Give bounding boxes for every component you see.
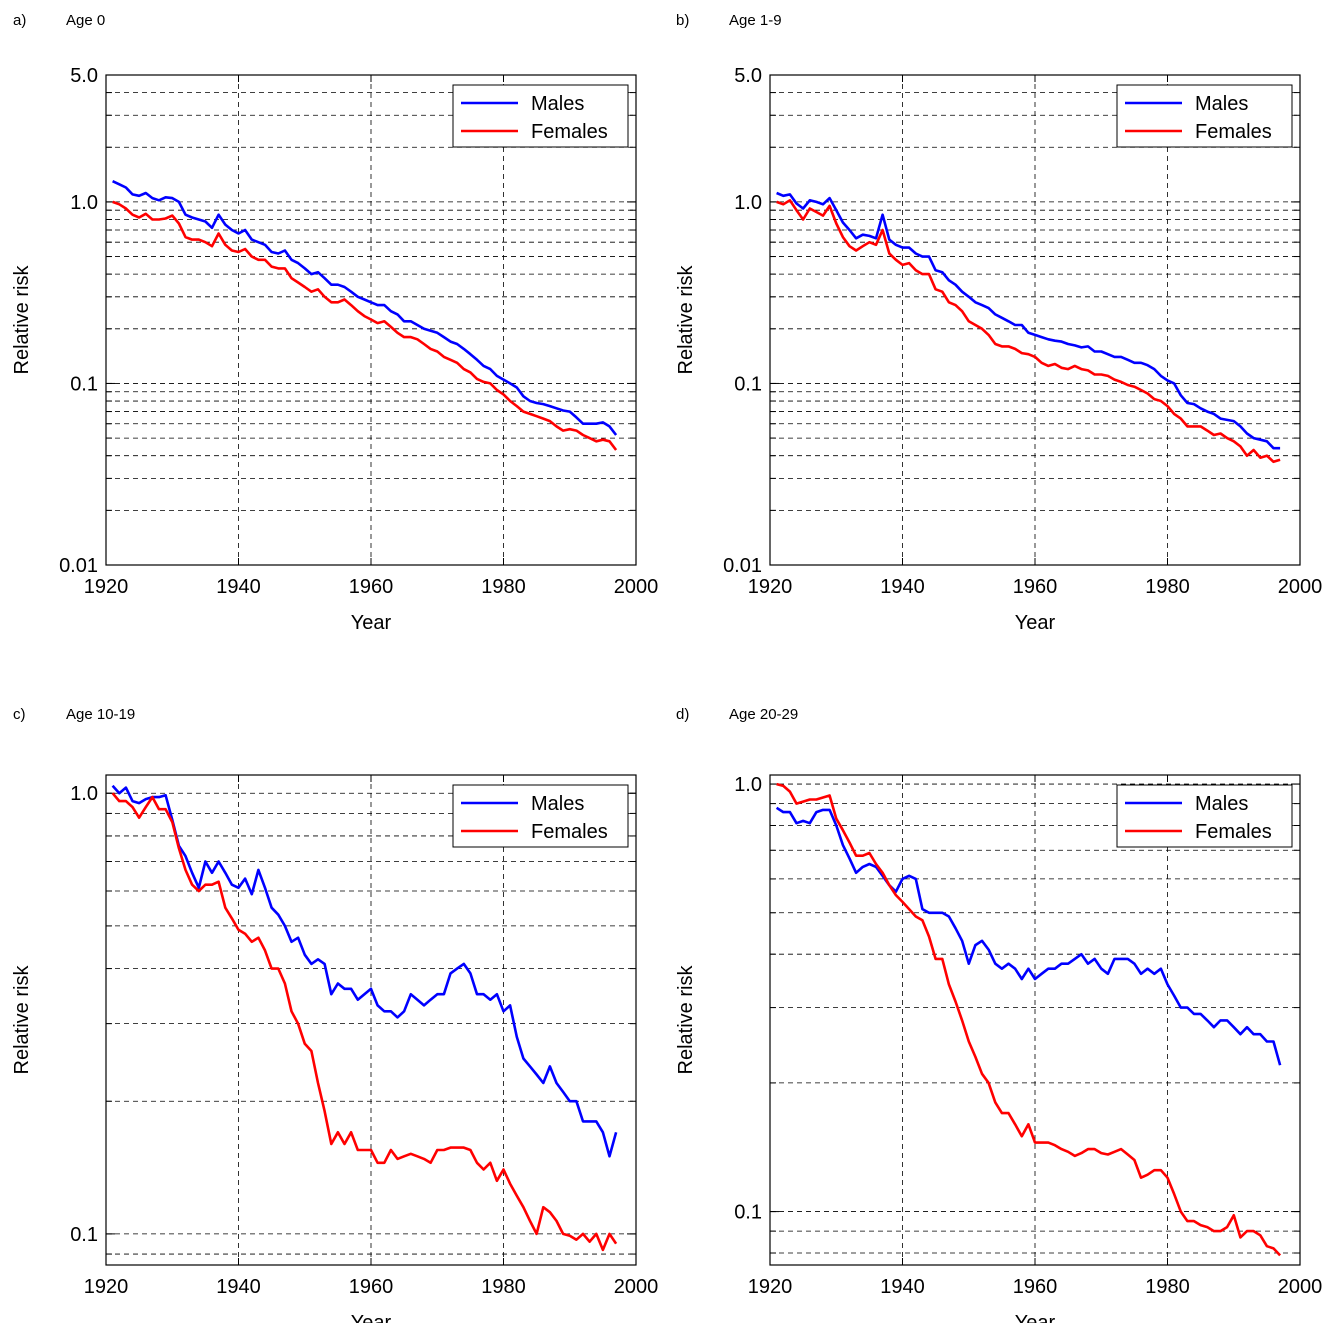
- y-tick-label: 0.1: [70, 1224, 98, 1246]
- series-line-males: [111, 784, 618, 1158]
- y-tick-label: 0.01: [59, 555, 98, 577]
- x-tick-label: 1960: [1013, 576, 1058, 598]
- y-tick-label: 5.0: [70, 65, 98, 87]
- y-tick-label: 1.0: [734, 774, 762, 796]
- y-tick-label: 1.0: [734, 192, 762, 214]
- legend: Males Females: [1116, 84, 1293, 148]
- chart-panel-c: c) Age 10-19 1920 1940 1960 1980 2000 0.1 1.0 Y…: [0, 661, 666, 1323]
- x-axis-label: Year: [1015, 612, 1056, 634]
- x-tick-label: 1920: [748, 1276, 793, 1298]
- chart-panel-a: a) Age 0 1920 1940 1960 1980 2000 0.01 0.1 1.0 5…: [0, 0, 666, 660]
- panel-tag-c: c): [13, 706, 26, 723]
- y-tick-label: 1.0: [70, 783, 98, 805]
- legend-box: [452, 784, 629, 848]
- legend-box: [1116, 784, 1293, 848]
- legend-label-males: Males: [531, 93, 584, 115]
- x-tick-label: 1960: [1013, 1276, 1058, 1298]
- series-line-females: [776, 199, 1281, 464]
- x-tick-label: 1920: [84, 1276, 129, 1298]
- x-axis-label: Year: [1015, 1312, 1056, 1323]
- chart-c-svg: 1920 1940 1960 1980 2000 0.1 1.0 Year Relative r…: [11, 774, 659, 1323]
- x-tick-label: 2000: [614, 576, 659, 598]
- legend-label-females: Females: [531, 121, 608, 143]
- panel-title-c: Age 10-19: [66, 706, 136, 723]
- y-tick-label: 5.0: [734, 65, 762, 87]
- y-tick-label: 0.1: [70, 373, 98, 395]
- x-tick-label: 1980: [481, 576, 526, 598]
- panel-title-a: Age 0: [66, 12, 106, 29]
- x-tick-label: 1960: [349, 576, 394, 598]
- y-tick-label: 1.0: [70, 192, 98, 214]
- plot-frame: [769, 74, 1301, 566]
- legend: Males Females: [1116, 784, 1293, 848]
- legend-label-females: Females: [1195, 121, 1272, 143]
- legend-box: [1116, 84, 1293, 148]
- chart-b-svg: 1920 1940 1960 1980 2000 0.01 0.1 1.0 5.0 Year Rel…: [675, 65, 1323, 634]
- plot-frame: [769, 774, 1301, 1266]
- x-tick-label: 2000: [1278, 576, 1323, 598]
- chart-a-svg: 1920 1940 1960 1980 2000 0.01 0.1 1.0 5.0 Year Rel…: [11, 65, 659, 634]
- legend-label-males: Males: [531, 793, 584, 815]
- panel-title-b: Age 1-9: [729, 12, 782, 29]
- chart-panel-d: d) Age 20-29 1920 1940 1960 1980 2000 0.1 1.0 Y…: [666, 661, 1332, 1323]
- legend: Males Females: [452, 784, 629, 848]
- series-line-females: [112, 200, 618, 451]
- panel-tag-b: b): [676, 12, 690, 29]
- legend-label-females: Females: [1195, 821, 1272, 843]
- x-tick-label: 1940: [880, 1276, 925, 1298]
- plot-frame: [105, 74, 637, 566]
- grid-lines: [769, 74, 1301, 566]
- legend: Males Females: [452, 84, 629, 148]
- x-axis-label: Year: [351, 1312, 392, 1323]
- x-tick-label: 2000: [1278, 1276, 1323, 1298]
- y-tick-label: 0.01: [723, 555, 762, 577]
- y-tick-label: 0.1: [734, 373, 762, 395]
- panel-tag-a: a): [13, 12, 27, 29]
- x-tick-label: 1980: [1145, 576, 1190, 598]
- panel-title-d: Age 20-29: [729, 706, 799, 723]
- x-tick-label: 2000: [614, 1276, 659, 1298]
- y-axis-label: Relative risk: [675, 265, 697, 375]
- plot-frame: [105, 774, 637, 1266]
- series-line-males: [776, 191, 1281, 450]
- legend-label-males: Males: [1195, 93, 1248, 115]
- x-axis-label: Year: [351, 612, 392, 634]
- x-tick-label: 1980: [481, 1276, 526, 1298]
- x-tick-label: 1940: [216, 576, 261, 598]
- y-tick-label: 0.1: [734, 1202, 762, 1224]
- panel-tag-d: d): [676, 706, 690, 723]
- x-tick-label: 1980: [1145, 1276, 1190, 1298]
- y-axis-label: Relative risk: [11, 265, 33, 375]
- x-tick-label: 1960: [349, 1276, 394, 1298]
- series-line-females: [111, 792, 618, 1252]
- series-line-males: [112, 180, 618, 436]
- series-line-males: [775, 806, 1282, 1066]
- grid-lines: [105, 775, 637, 1265]
- x-tick-label: 1920: [84, 576, 129, 598]
- chart-d-svg: 1920 1940 1960 1980 2000 0.1 1.0 Year Relative r…: [675, 774, 1323, 1323]
- x-tick-label: 1920: [748, 576, 793, 598]
- y-axis-label: Relative risk: [675, 965, 697, 1075]
- legend-label-males: Males: [1195, 793, 1248, 815]
- legend-box: [452, 84, 629, 148]
- chart-panel-b: b) Age 1-9 1920 1940 1960 1980 2000 0.01 0.1 1.…: [666, 0, 1332, 660]
- x-tick-label: 1940: [880, 576, 925, 598]
- x-tick-label: 1940: [216, 1276, 261, 1298]
- legend-label-females: Females: [531, 821, 608, 843]
- y-axis-label: Relative risk: [11, 965, 33, 1075]
- series-line-females: [776, 782, 1282, 1257]
